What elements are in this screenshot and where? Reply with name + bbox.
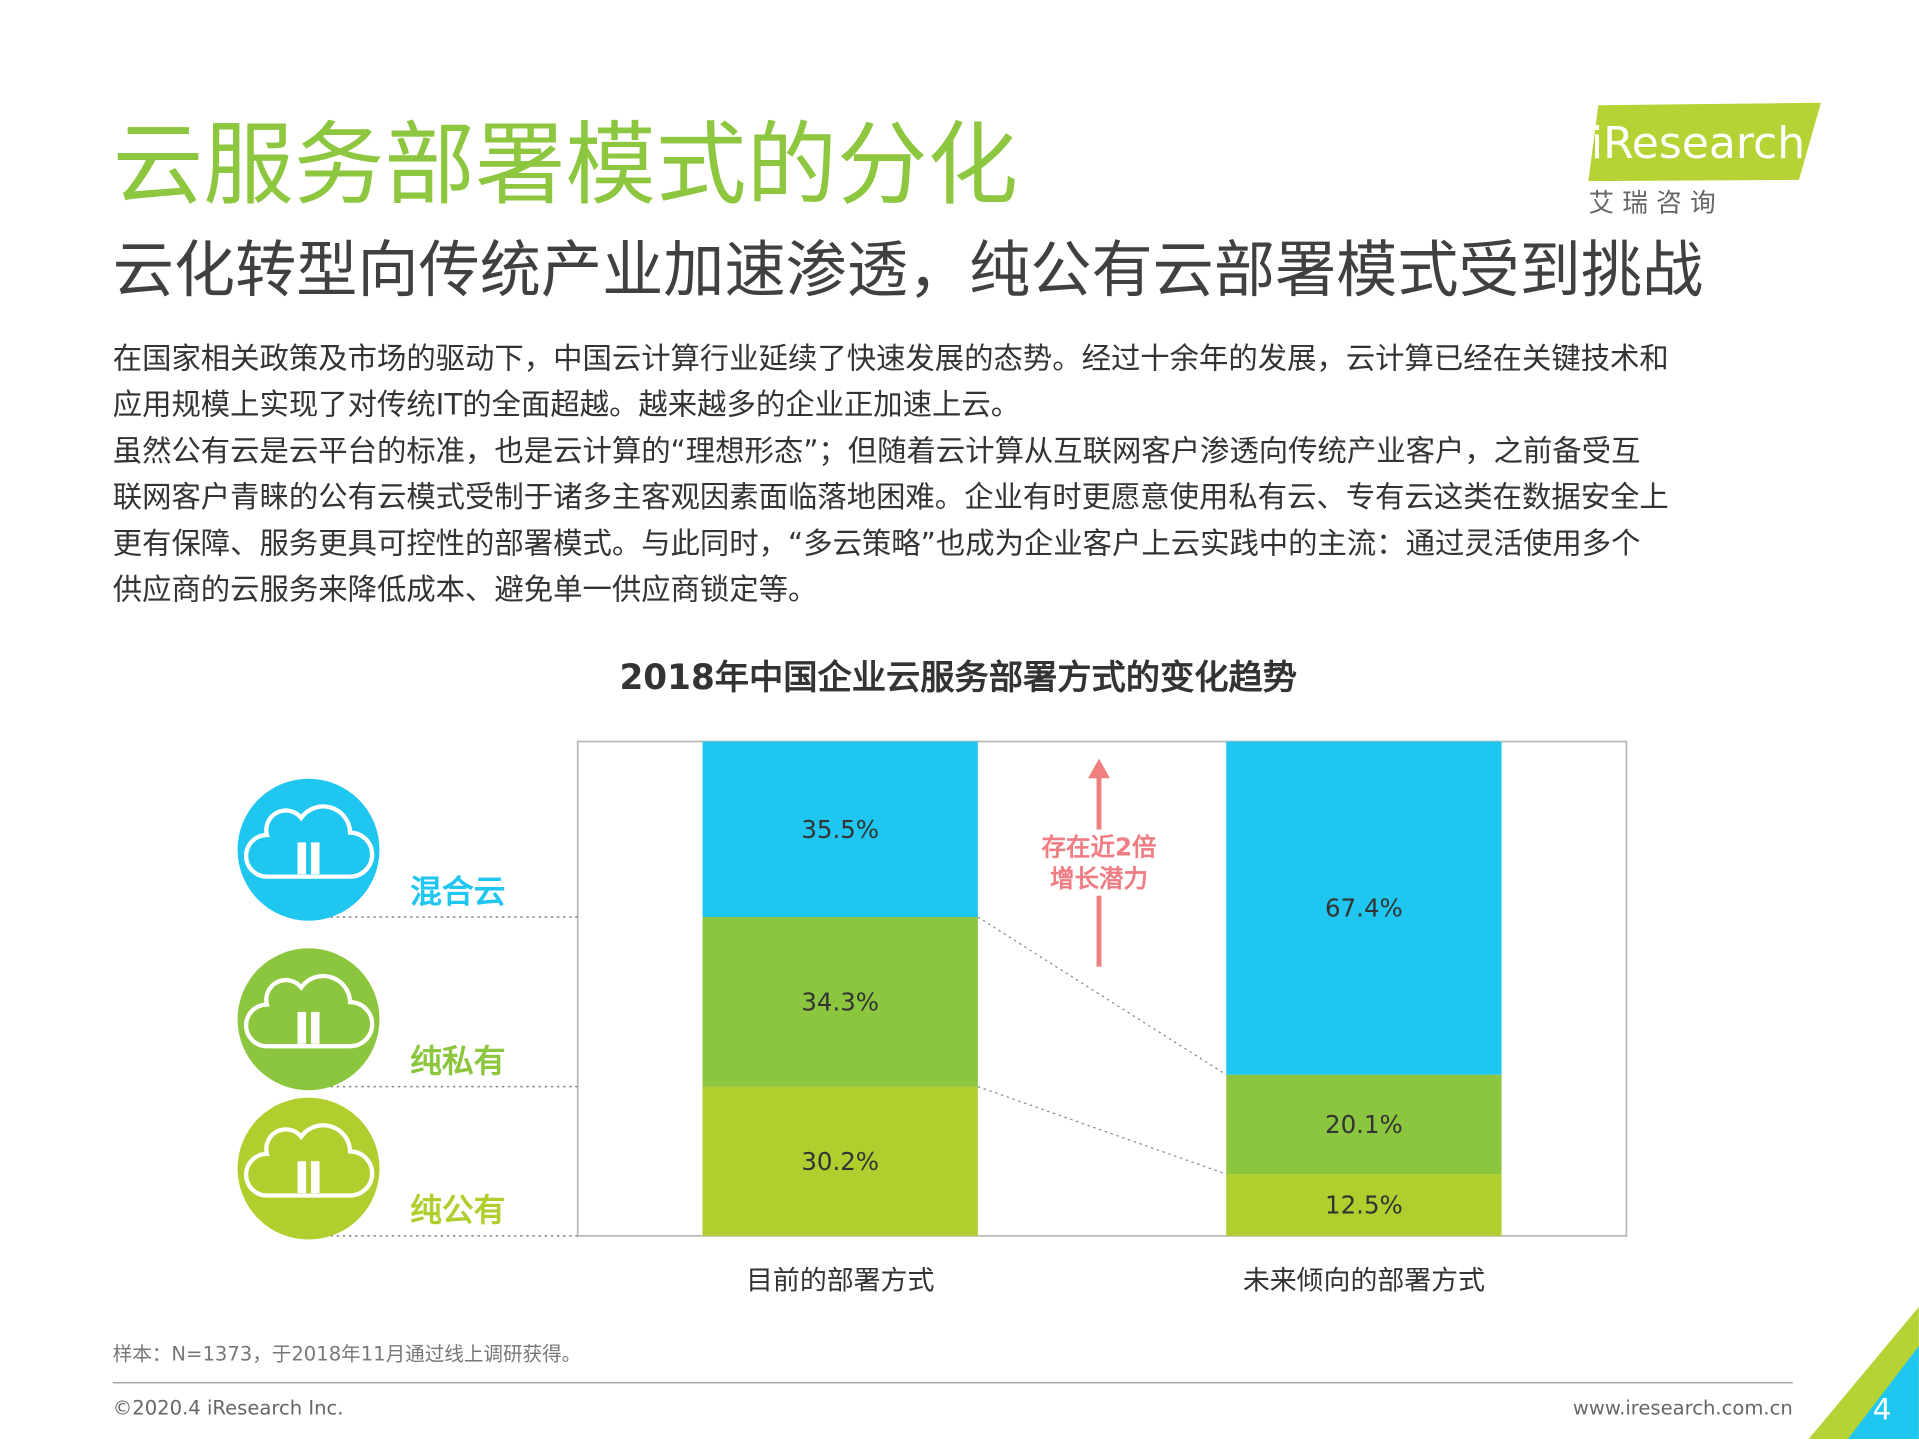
annotation-bg <box>1030 829 1168 896</box>
chart-title: 2018年中国企业云服务部署方式的变化趋势 <box>619 658 1297 698</box>
logo-shape <box>1588 102 1821 182</box>
logo-name: iResearch <box>1591 118 1805 169</box>
page-title: 云服务部署模式的分化 <box>113 113 1018 218</box>
cloud-icon <box>243 804 375 879</box>
value-label: 20.1% <box>1325 1110 1403 1139</box>
connector <box>977 1086 1227 1175</box>
cloud-icon <box>310 1161 320 1194</box>
legend-label: 纯公有 <box>410 1191 505 1229</box>
legend-icon <box>237 1097 380 1240</box>
bar-segment <box>1226 1174 1502 1236</box>
annotation-arrowhead <box>1087 758 1111 779</box>
value-label: 35.5% <box>801 815 879 844</box>
value-label: 30.2% <box>801 1147 879 1176</box>
chart-frame <box>576 740 1628 1237</box>
bar-segment <box>702 1086 978 1236</box>
cloud-icon <box>297 1161 307 1194</box>
body-line: 供应商的云服务来降低成本、避免单一供应商锁定等。 <box>113 573 818 607</box>
body-line: 更有保障、服务更具可控性的部署模式。与此同时，“多云策略”也成为企业客户上云实践… <box>113 526 1641 560</box>
logo-subtitle: 艾 瑞 咨 询 <box>1588 189 1715 219</box>
page-number: 4 <box>1873 1392 1892 1426</box>
body-line: 在国家相关政策及市场的驱动下，中国云计算行业延续了快速发展的态势。经过十余年的发… <box>113 341 1669 375</box>
value-label: 67.4% <box>1325 894 1403 923</box>
x-tick-label: 未来倾向的部署方式 <box>1243 1266 1485 1297</box>
chart: 30.2% 34.3% 35.5% 目前的部署方式 12.5% 20.1% 67.4% 未来倾… <box>237 741 1502 1297</box>
legend-icon <box>237 778 380 921</box>
cloud-icon <box>310 1011 320 1044</box>
cloud-icon <box>297 1011 307 1044</box>
bar-segment <box>1226 1074 1502 1175</box>
connector <box>977 916 1227 1076</box>
legend-label: 混合云 <box>410 872 505 910</box>
cloud-icon <box>310 842 320 875</box>
bar-segment <box>702 741 978 918</box>
corner-shape <box>1847 1346 1919 1439</box>
cloud-icon <box>243 973 375 1049</box>
body-line: 虽然公有云是云平台的标准，也是云计算的“理想形态”；但随着云计算从互联网客户渗透… <box>113 434 1641 468</box>
x-tick-label: 目前的部署方式 <box>746 1266 934 1297</box>
value-label: 34.3% <box>801 987 879 1016</box>
body-line: 联网客户青睐的公有云模式受制于诸多主客观因素面临落地困难。企业有时更愿意使用私有… <box>113 480 1669 514</box>
legend-label: 纯私有 <box>410 1042 505 1080</box>
sample-note: 样本：N=1373，于2018年11月通过线上调研获得。 <box>113 1343 581 1366</box>
bar-segment <box>702 917 978 1087</box>
body-line: 应用规模上实现了对传统IT的全面超越。越来越多的企业正加速上云。 <box>113 388 1020 422</box>
body-text: 在国家相关政策及市场的驱动下，中国云计算行业延续了快速发展的态势。经过十余年的发… <box>113 341 1669 606</box>
annotation: 存在近2倍 <box>1042 832 1157 861</box>
copyright: ©2020.4 iResearch Inc. <box>113 1397 344 1420</box>
bar-segment <box>1226 741 1502 1075</box>
value-label: 12.5% <box>1325 1191 1403 1220</box>
website: www.iresearch.com.cn <box>1573 1397 1793 1420</box>
cloud-icon <box>297 842 307 875</box>
legend-icon <box>237 948 380 1091</box>
page-subtitle: 云化转型向传统产业加速渗透，纯公有云部署模式受到挑战 <box>113 235 1703 306</box>
annotation: 增长潜力 <box>1050 864 1148 893</box>
cloud-icon <box>243 1123 375 1198</box>
